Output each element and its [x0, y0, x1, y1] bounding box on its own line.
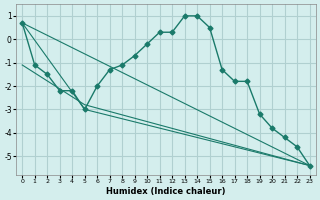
X-axis label: Humidex (Indice chaleur): Humidex (Indice chaleur)	[106, 187, 226, 196]
